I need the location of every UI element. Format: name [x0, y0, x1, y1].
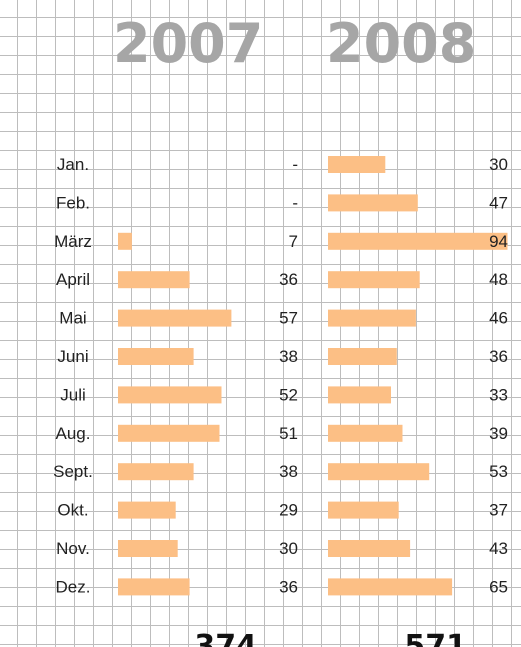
month-label: Okt. [57, 501, 88, 520]
bar-2008-Okt. [328, 501, 399, 519]
value-label-2008: 30 [489, 155, 508, 174]
value-label-2008: 47 [489, 193, 508, 212]
value-label-2007: 7 [289, 232, 298, 251]
bar-2007-Sept. [118, 463, 194, 481]
bar-2008-April [328, 271, 420, 289]
bar-2008-Juli [328, 386, 391, 404]
month-label: Aug. [56, 424, 91, 443]
chart-rows: Jan. - 30 Feb. - 47 März 7 94 April 36 48 Mai 57 46 Jun… [53, 155, 508, 596]
value-label-2008: 36 [489, 347, 508, 366]
month-label: März [54, 232, 92, 251]
value-label-2008: 43 [489, 539, 508, 558]
bar-2007-Mai [118, 309, 232, 327]
value-label-2008: 53 [489, 462, 508, 481]
bar-2008-Jan. [328, 156, 386, 173]
bar-2007-April [118, 271, 190, 289]
month-label: Dez. [56, 577, 91, 596]
bar-2008-Sept. [328, 463, 430, 481]
month-label: Sept. [53, 462, 93, 481]
month-label: Juli [60, 385, 86, 404]
bar-2007-März [118, 232, 132, 250]
bar-2008-Mai [328, 309, 416, 327]
value-label-2007: 38 [279, 347, 298, 366]
value-label-2008: 65 [489, 577, 508, 596]
bar-2008-Aug. [328, 424, 403, 442]
value-label-2008: 39 [489, 424, 508, 443]
value-label-2008: 46 [489, 309, 508, 328]
value-label-2007: 30 [279, 539, 298, 558]
year-title-2007: 2007 [113, 12, 263, 75]
bar-2008-Nov. [328, 540, 411, 557]
value-label-2007: 52 [279, 385, 298, 404]
value-label-2007: 36 [279, 577, 298, 596]
value-label-2008: 94 [489, 232, 508, 251]
month-label: April [56, 270, 90, 289]
value-label-2007: 51 [279, 424, 298, 443]
value-label-2007: 29 [279, 501, 298, 520]
bar-2007-Juni [118, 348, 194, 365]
value-label-2008: 48 [489, 270, 508, 289]
total-2007: 374 [194, 629, 257, 647]
bar-2007-Juli [118, 386, 222, 404]
year-title-2008: 2008 [326, 12, 476, 75]
month-label: Juni [57, 347, 88, 366]
bar-2007-Okt. [118, 501, 176, 519]
value-label-2007: 36 [279, 270, 298, 289]
bar-2008-März [328, 232, 508, 250]
bar-2007-Dez. [118, 578, 190, 596]
month-label: Feb. [56, 193, 90, 212]
value-label-2007: - [292, 155, 298, 174]
bar-2007-Nov. [118, 540, 178, 557]
bar-2008-Juni [328, 348, 397, 365]
bar-2008-Dez. [328, 578, 453, 596]
value-label-2008: 33 [489, 385, 508, 404]
month-label: Nov. [56, 539, 90, 558]
month-label: Jan. [57, 155, 89, 174]
bar-2008-Feb. [328, 194, 418, 212]
bar-2007-Aug. [118, 424, 220, 442]
value-label-2007: 57 [279, 309, 298, 328]
value-label-2007: - [292, 193, 298, 212]
total-2008: 571 [404, 629, 467, 647]
month-label: Mai [59, 309, 86, 328]
value-label-2008: 37 [489, 501, 508, 520]
value-label-2007: 38 [279, 462, 298, 481]
